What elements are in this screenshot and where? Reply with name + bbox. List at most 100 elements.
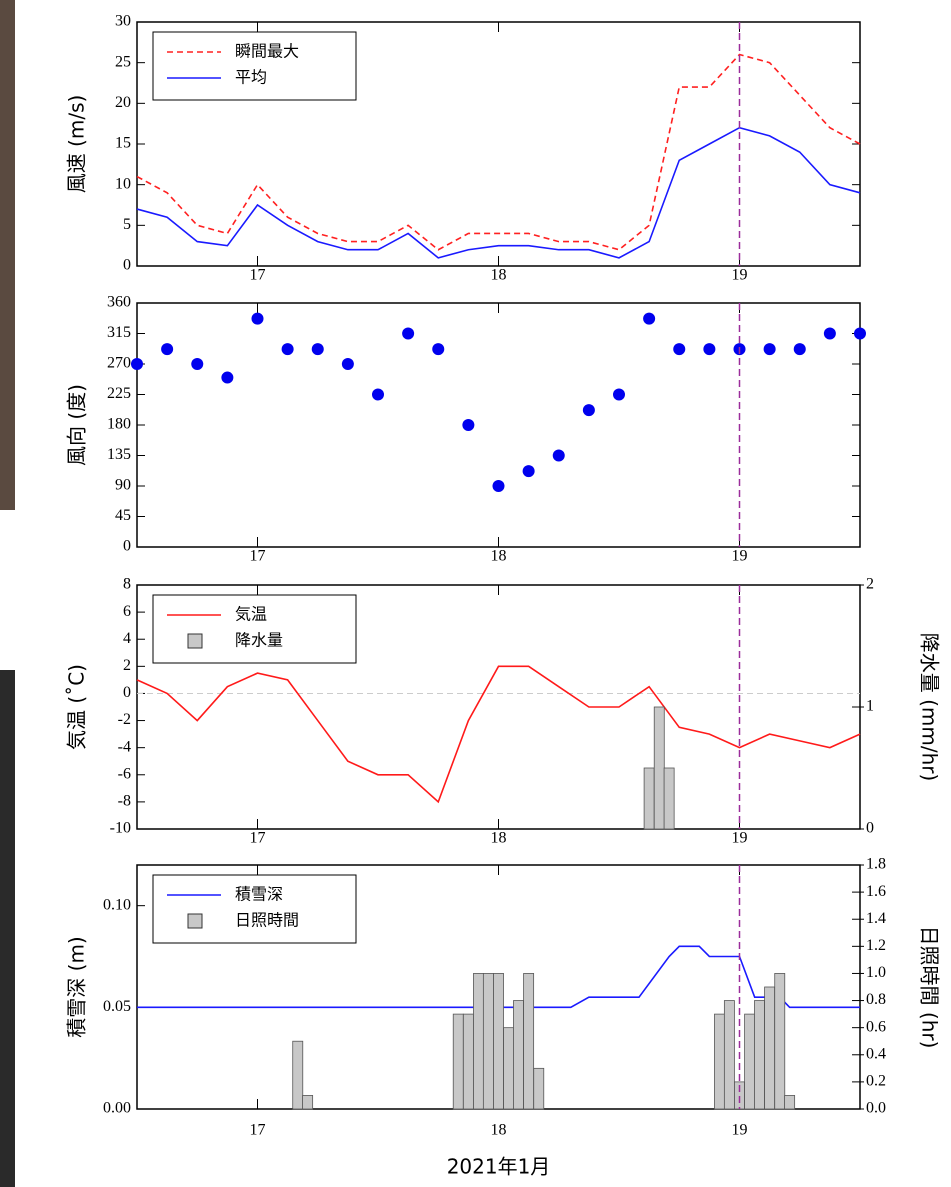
point <box>523 465 535 477</box>
point <box>643 313 655 325</box>
point <box>221 372 233 384</box>
bar <box>303 1095 313 1109</box>
point <box>191 358 203 370</box>
point <box>402 328 414 340</box>
y2-tick-label: 0.2 <box>866 1073 886 1090</box>
point <box>282 343 294 355</box>
line <box>137 128 860 258</box>
y-tick-label: 10 <box>115 175 131 192</box>
y-tick-label: -10 <box>110 820 131 837</box>
y-tick-label: 15 <box>115 135 131 152</box>
y2-tick-label: 1.4 <box>866 910 886 927</box>
bar <box>714 1014 724 1109</box>
y-tick-label: 0.00 <box>103 1100 131 1117</box>
y2-tick-label: 2 <box>866 576 874 593</box>
y-axis-title: 風速 (m/s) <box>65 95 89 194</box>
point <box>312 343 324 355</box>
x-tick-label: 18 <box>491 548 507 565</box>
x-tick-label: 17 <box>250 548 266 565</box>
bar <box>493 973 503 1109</box>
y-tick-label: -4 <box>118 738 131 755</box>
x-tick-label: 18 <box>491 1122 507 1139</box>
y2-tick-label: 1.8 <box>866 856 886 873</box>
point <box>493 480 505 492</box>
y-tick-label: 20 <box>115 94 131 111</box>
y-axis-title: 気温 (˚C) <box>65 664 89 750</box>
y2-tick-label: 1 <box>866 698 874 715</box>
point <box>794 343 806 355</box>
x-tick-label: 17 <box>250 267 266 284</box>
point <box>342 358 354 370</box>
bar <box>745 1014 755 1109</box>
point <box>764 343 776 355</box>
y-tick-label: -8 <box>118 793 131 810</box>
bar <box>293 1041 303 1109</box>
bar <box>765 987 775 1109</box>
y-tick-label: 0.05 <box>103 998 131 1015</box>
point <box>583 404 595 416</box>
bar <box>724 1001 734 1109</box>
bar <box>463 1014 473 1109</box>
y-tick-label: 315 <box>107 324 131 341</box>
y-tick-label: 0 <box>123 538 131 555</box>
y-tick-label: 45 <box>115 507 131 524</box>
y-axis-title: 積雪深 (m) <box>65 936 89 1037</box>
bar <box>654 707 664 829</box>
y2-axis-title: 降水量 (mm/hr) <box>918 633 942 782</box>
y2-tick-label: 1.6 <box>866 883 886 900</box>
x-axis-title: 2021年1月 <box>447 1155 551 1179</box>
point <box>131 358 143 370</box>
y-tick-label: 360 <box>107 294 131 311</box>
y-tick-label: 8 <box>123 576 131 593</box>
x-tick-label: 17 <box>250 1122 266 1139</box>
legend-label: 日照時間 <box>235 911 299 930</box>
y-tick-label: 5 <box>123 216 131 233</box>
point <box>432 343 444 355</box>
y-tick-label: 225 <box>107 385 131 402</box>
bar <box>483 973 493 1109</box>
x-tick-label: 18 <box>491 830 507 847</box>
photo-strip <box>0 0 15 510</box>
legend-swatch <box>188 634 202 648</box>
y2-tick-label: 0 <box>866 820 874 837</box>
y2-tick-label: 0.0 <box>866 1100 886 1117</box>
y2-tick-label: 1.0 <box>866 964 886 981</box>
bar <box>504 1028 514 1109</box>
legend-label: 積雪深 <box>235 885 283 904</box>
x-tick-label: 18 <box>491 267 507 284</box>
bar <box>644 768 654 829</box>
y2-tick-label: 1.2 <box>866 937 886 954</box>
y-tick-label: 0 <box>123 257 131 274</box>
y-tick-label: 270 <box>107 355 131 372</box>
y-tick-label: 0.10 <box>103 896 131 913</box>
y-tick-label: 25 <box>115 53 131 70</box>
chart: 051015202530171819風速 (m/s)瞬間最大平均04590135… <box>0 0 951 1187</box>
y2-tick-label: 0.4 <box>866 1045 886 1062</box>
x-tick-label: 17 <box>250 830 266 847</box>
point <box>553 450 565 462</box>
bar <box>785 1095 795 1109</box>
point <box>252 313 264 325</box>
bar <box>524 973 534 1109</box>
y-tick-label: -2 <box>118 711 131 728</box>
y-tick-label: 180 <box>107 416 131 433</box>
x-tick-label: 19 <box>732 548 748 565</box>
point <box>854 328 866 340</box>
legend-label: 降水量 <box>235 631 283 650</box>
y-tick-label: -6 <box>118 765 131 782</box>
point <box>673 343 685 355</box>
point <box>161 343 173 355</box>
bar <box>775 973 785 1109</box>
legend-label: 気温 <box>235 605 267 624</box>
bar <box>473 973 483 1109</box>
bar <box>513 1001 523 1109</box>
y-tick-label: 6 <box>123 603 131 620</box>
bar <box>534 1068 544 1109</box>
x-tick-label: 19 <box>732 1122 748 1139</box>
y-tick-label: 2 <box>123 657 131 674</box>
legend-swatch <box>188 914 202 928</box>
point <box>372 389 384 401</box>
bar <box>754 1001 764 1109</box>
plot-frame <box>137 303 860 547</box>
y-axis-title: 風向 (度) <box>65 384 89 466</box>
